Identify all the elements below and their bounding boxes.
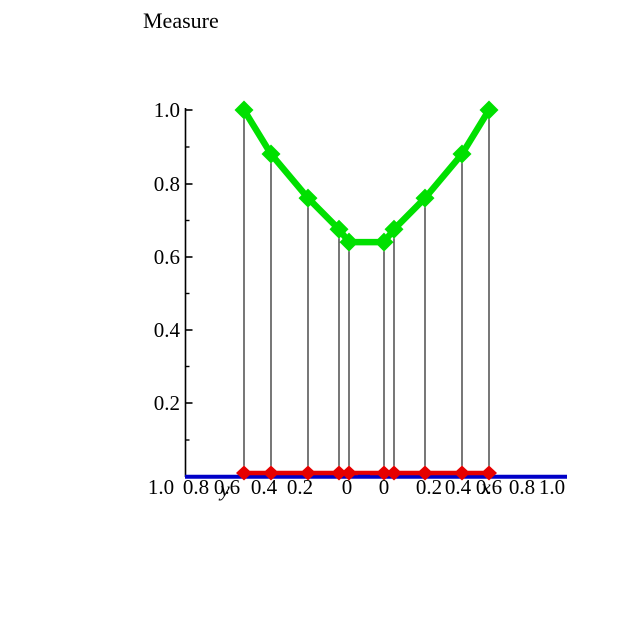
x-left-tick-label: 0.2 [287,475,313,499]
x-left-tick-label: 0 [342,475,353,499]
red-diamond-marker [300,465,316,481]
y-tick-label: 1.0 [154,98,180,122]
x-right-tick-label: 1.0 [539,475,565,499]
green-diamond-marker [339,232,359,252]
red-diamond-marker [454,465,470,481]
x-right-tick-label: 0.6 [476,475,502,499]
y-tick-label: 0.8 [154,172,180,196]
green-diamond-marker [261,144,281,164]
x-right-tick-label: 0.4 [445,475,472,499]
green-diamond-marker [234,100,254,120]
green-diamond-marker [329,219,349,239]
x-left-tick-label: 0.6 [214,475,240,499]
green-diamond-marker [479,100,499,120]
x-right-tick-label: 0.2 [416,475,442,499]
plot-title: Measure [143,8,219,33]
green-diamond-marker [298,188,318,208]
x-axis-letter: x [480,475,491,499]
x-right-tick-label: 0 [379,475,390,499]
red-diamond-marker [341,465,357,481]
center-blue-dash [358,474,370,479]
red-diamond-marker [263,465,279,481]
green-diamond-marker [384,219,404,239]
green-series-line [240,106,493,246]
red-diamond-marker [417,465,433,481]
x-left-tick-label: 0.8 [183,475,209,499]
x-left-tick-label: 0.4 [251,475,278,499]
red-diamond-marker [331,465,347,481]
green-diamond-marker [415,188,435,208]
y-tick-label: 0.4 [154,318,181,342]
y-tick-label: 0.6 [154,245,180,269]
x-right-tick-label: 0.8 [509,475,535,499]
red-diamond-marker [481,465,497,481]
y-axis-letter: y [218,477,230,501]
x-left-tick-label: 1.0 [148,475,174,499]
green-diamond-marker [374,232,394,252]
green-diamond-marker [452,144,472,164]
red-diamond-marker [376,465,392,481]
y-tick-label: 0.2 [154,391,180,415]
red-diamond-marker [386,465,402,481]
red-diamond-marker [236,465,252,481]
